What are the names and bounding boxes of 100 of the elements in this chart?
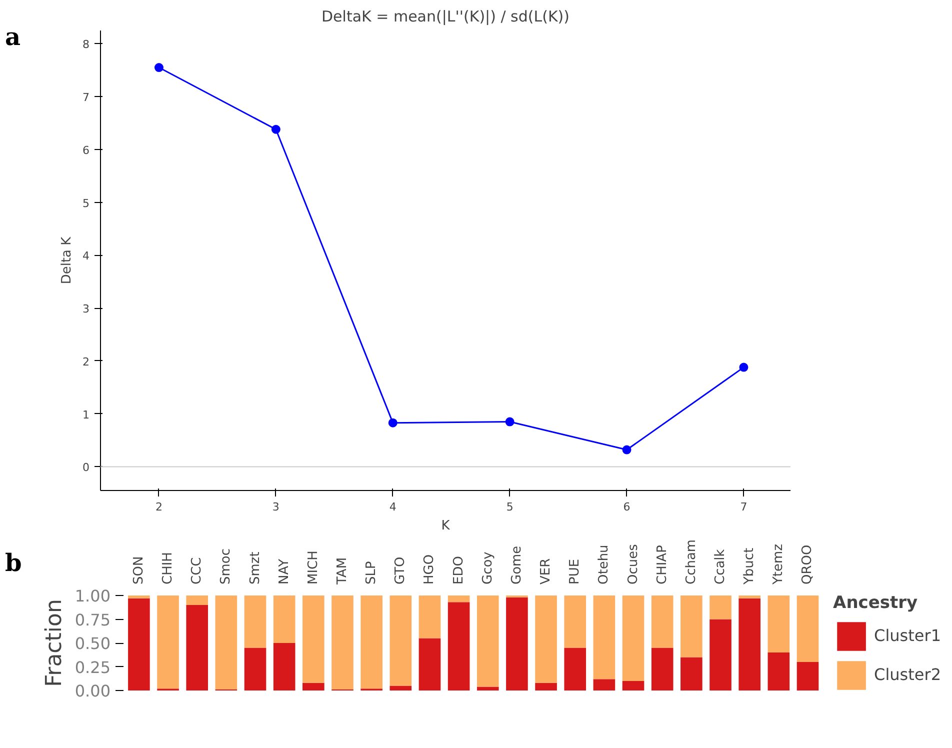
bar	[796, 662, 819, 690]
y-tick-label: 1.00	[74, 586, 110, 606]
x-tick-label: 4	[389, 500, 396, 514]
bar	[476, 596, 499, 687]
y-tick-label: 0.25	[74, 658, 110, 677]
x-tick-label: PUE	[568, 558, 583, 584]
bar	[186, 605, 208, 690]
bar	[680, 657, 702, 690]
x-tick-label: 5	[506, 500, 514, 514]
x-tick-label: Gcoy	[480, 551, 496, 584]
point	[388, 418, 398, 428]
legend-label: Cluster1	[874, 626, 941, 645]
bar	[622, 681, 644, 690]
bar	[506, 597, 528, 690]
bar	[418, 596, 441, 638]
point	[622, 445, 632, 454]
y-tick-label: 8	[82, 38, 90, 52]
bar	[360, 596, 382, 689]
chart-title: DeltaK = mean(|L''(K)|) / sd(L(K))	[322, 8, 570, 26]
x-tick-label: 3	[272, 500, 280, 514]
x-tick-label: NAY	[276, 558, 292, 584]
y-tick-label: 5	[82, 196, 90, 210]
bar	[593, 679, 616, 690]
bar	[535, 596, 557, 683]
bar	[564, 596, 586, 648]
text: a	[5, 21, 21, 53]
bar	[157, 596, 179, 689]
point	[739, 362, 748, 372]
text: b	[5, 547, 22, 579]
bar	[332, 596, 354, 690]
x-tick-label: Ybuct	[742, 548, 758, 586]
y-tick-label: 0.00	[74, 682, 110, 700]
bar	[593, 596, 616, 680]
x-tick-label: CCC	[190, 557, 205, 584]
x-tick-label: EDO	[451, 556, 466, 584]
x-tick-label: CHIAP	[654, 544, 670, 584]
bar	[244, 648, 266, 690]
y-tick-label: 7	[82, 91, 90, 104]
x-tick-label: Smoc	[218, 548, 234, 584]
bar	[390, 596, 412, 686]
x-tick-label: CHIH	[160, 552, 176, 584]
bar	[273, 596, 296, 643]
bar	[418, 638, 441, 690]
bar	[476, 686, 499, 690]
x-tick-label: Gome	[509, 546, 524, 584]
x-tick-label: 6	[623, 500, 630, 514]
bar	[244, 596, 266, 648]
bar	[710, 619, 732, 690]
bar	[651, 648, 674, 690]
x-tick-label: QROO	[800, 544, 816, 584]
bar	[535, 682, 557, 690]
x-tick-label: Smzt	[248, 552, 263, 584]
bar	[680, 596, 702, 658]
x-tick-label: 2	[155, 500, 162, 514]
y-tick-label: 0	[82, 461, 90, 474]
y-tick-label: 1	[82, 408, 90, 422]
legend-label: Cluster2	[874, 665, 941, 684]
x-tick-label: Otehu	[596, 544, 612, 584]
bar	[390, 686, 412, 690]
bar	[128, 598, 150, 690]
x-tick-label: Ocues	[626, 544, 641, 584]
x-axis-title: K	[441, 518, 450, 534]
bar	[215, 596, 238, 690]
legend-title: Ancestry	[833, 594, 919, 612]
bar	[564, 648, 586, 690]
y-tick-label: 2	[82, 355, 90, 368]
point	[271, 124, 280, 134]
x-tick-label: Ytemz	[771, 544, 786, 586]
y-axis-title: Fraction	[42, 599, 67, 687]
bar	[768, 652, 790, 690]
y-tick-label: 4	[82, 250, 90, 263]
bar	[710, 596, 732, 620]
point	[154, 63, 164, 72]
x-tick-label: SLP	[364, 561, 380, 584]
x-tick-label: Ccalk	[713, 548, 728, 584]
bar	[186, 596, 208, 605]
y-tick-label: 0.75	[74, 610, 110, 630]
bar	[273, 643, 296, 690]
y-axis-title: Delta K	[60, 236, 74, 284]
x-tick-label: Ccham	[684, 539, 699, 584]
bar	[302, 682, 324, 690]
bar	[651, 596, 674, 648]
x-tick-label: GTO	[393, 556, 408, 584]
bar	[738, 596, 760, 598]
bar	[622, 596, 644, 681]
x-tick-label: 7	[740, 500, 748, 514]
y-tick-label: 0.50	[74, 634, 110, 653]
x-tick-label: VER	[538, 558, 554, 584]
point	[505, 417, 514, 426]
bar	[448, 602, 470, 690]
bar	[738, 598, 760, 690]
y-tick-label: 6	[82, 144, 90, 157]
bar	[128, 596, 150, 598]
y-tick-label: 3	[82, 302, 90, 316]
bar	[796, 596, 819, 662]
bar	[302, 596, 324, 683]
x-tick-label: MICH	[306, 550, 321, 584]
x-tick-label: HGO	[422, 554, 438, 584]
bar	[768, 596, 790, 652]
bar	[448, 596, 470, 602]
